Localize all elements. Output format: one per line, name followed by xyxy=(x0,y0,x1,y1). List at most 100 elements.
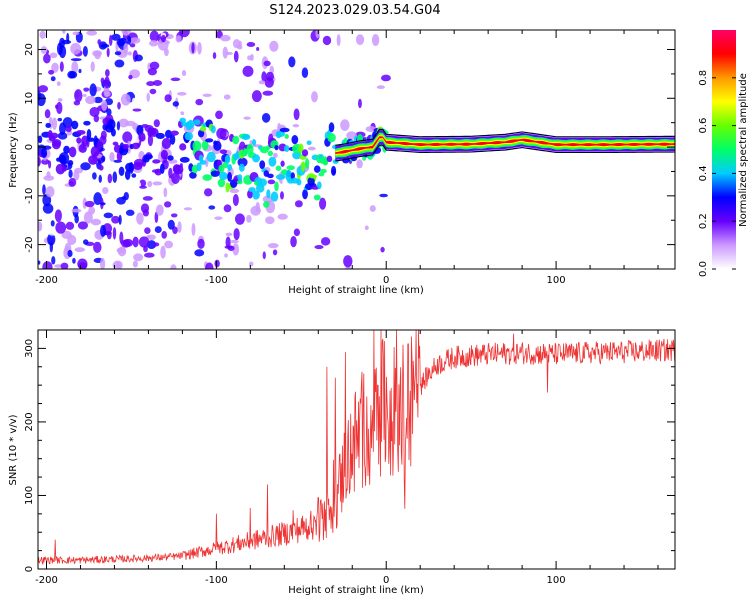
spectrogram-signal-blob xyxy=(227,163,233,171)
spectrogram-noise-blob xyxy=(78,262,88,269)
spectrogram-signal-blob xyxy=(246,143,254,155)
spectrogram-signal-blob xyxy=(143,154,153,160)
snr-ytick-label: 300 xyxy=(24,339,35,358)
spectrogram-noise-blob xyxy=(247,55,253,61)
spectrogram-signal-blob xyxy=(291,135,299,145)
spectrogram-noise-blob xyxy=(116,38,125,47)
spectrogram-noise-blob xyxy=(83,87,90,92)
spectrogram-noise-blob xyxy=(233,228,240,241)
spectrogram-noise-blob xyxy=(181,70,187,77)
spectrogram-signal-blob xyxy=(238,163,245,172)
spectrogram-noise-blob xyxy=(170,264,177,269)
spectrogram-signal-blob xyxy=(101,155,106,162)
snr-frame xyxy=(37,329,676,570)
spectrogram-signal-blob xyxy=(205,138,214,143)
spectrogram-noise-blob xyxy=(364,225,369,230)
spectrogram-noise-blob xyxy=(109,151,115,162)
snr-ticks: -200 -100 0 100 0 100 200 300 xyxy=(24,329,675,586)
spectrogram-noise-blob xyxy=(294,200,303,208)
spectrogram-noise-blob xyxy=(98,174,102,183)
spectrogram-noise-blob xyxy=(82,197,87,209)
spectrogram-signal-blob xyxy=(45,122,51,128)
spectrogram-noise-blob xyxy=(263,60,271,67)
spectrogram-noise-blob xyxy=(108,34,113,46)
spectrogram-signal-blob xyxy=(169,134,176,145)
spectrogram-noise-blob xyxy=(38,221,43,232)
spectrogram-noise-blob xyxy=(202,93,212,97)
spectrogram-signal-blob xyxy=(167,155,174,161)
spectrogram-signal-blob xyxy=(90,146,100,158)
spectrogram-noise-blob xyxy=(146,81,155,87)
spectrogram-noise-blob xyxy=(214,216,223,220)
spectrogram-signal-blob xyxy=(206,151,216,163)
spectrogram-noise-blob xyxy=(261,112,271,123)
spectrogram-noise-blob xyxy=(49,241,54,253)
spectrogram-noise-blob xyxy=(67,249,73,258)
spectrogram-signal-blob xyxy=(81,135,89,147)
spectrogram-noise-blob xyxy=(265,71,275,81)
spectrogram-noise-blob xyxy=(149,88,157,95)
snr-ytick-label: 100 xyxy=(24,486,35,505)
spectrogram-noise-blob xyxy=(72,257,76,264)
spectrogram-noise-blob xyxy=(99,202,106,206)
spectrogram-noise-blob xyxy=(161,230,167,239)
spectrogram-noise-blob xyxy=(147,234,156,240)
spectrogram-signal-blob xyxy=(98,164,104,171)
snr-y-axis-label: SNR (10 * v/v) xyxy=(8,414,19,485)
spectrogram-noise-blob xyxy=(112,260,123,269)
spectrogram-signal-blob xyxy=(227,172,233,182)
spectrogram-signal-blob xyxy=(224,154,231,164)
spectrogram-noise-blob xyxy=(120,93,131,106)
spectrogram-signal-blob xyxy=(252,138,257,146)
spectrogram-signal-blob xyxy=(328,122,335,133)
spectrogram-noise-blob xyxy=(82,45,88,57)
spectrogram-noise-blob xyxy=(50,76,56,82)
spectrogram-noise-blob xyxy=(171,172,180,185)
snr-ytick-label: 200 xyxy=(24,412,35,431)
spectrogram-noise-blob xyxy=(197,41,202,55)
spectrogram-noise-blob xyxy=(222,46,228,59)
spectrogram-noise-blob xyxy=(195,98,204,106)
spectrogram-signal-blob xyxy=(196,162,202,172)
spectrogram-signal-blob xyxy=(252,190,260,200)
spectrogram-noise-blob xyxy=(177,221,182,233)
spectrogram-noise-blob xyxy=(262,251,266,260)
spectrogram-signal-blob xyxy=(62,166,67,172)
spectrogram-noise-blob xyxy=(267,179,276,185)
spectrogram-noise-blob xyxy=(168,167,173,179)
spectrogram-signal-blob xyxy=(331,169,336,175)
spectrogram-noise-blob xyxy=(99,257,106,269)
spectrogram-signal-blob xyxy=(218,164,225,174)
spectrogram-noise-blob xyxy=(164,94,172,103)
spectrogram-signal-blob xyxy=(152,159,161,164)
spectrogram-noise-blob xyxy=(86,30,98,36)
spectrogram-noise-blob xyxy=(223,94,231,100)
spectrogram-signal-blob xyxy=(316,181,322,190)
colorbar-tick-label: 0.0 xyxy=(698,261,709,277)
spectrogram-noise-blob xyxy=(92,50,102,57)
spectrogram-signal-blob xyxy=(133,161,143,171)
spectrogram-noise-blob xyxy=(225,236,231,248)
spectrogram-noise-blob xyxy=(71,208,82,213)
spectrogram-signal-blob xyxy=(51,140,61,150)
spectrogram-signal-blob xyxy=(164,129,172,139)
spectrogram-signal-blob xyxy=(170,130,179,136)
spectrogram-noise-blob xyxy=(54,209,62,223)
spectrogram-signal-blob xyxy=(160,149,168,160)
spectrogram-noise-blob xyxy=(111,33,121,41)
spectrogram-noise-blob xyxy=(144,252,155,258)
spectrogram-noise-blob xyxy=(203,188,213,197)
spectrogram-noise-blob xyxy=(62,30,66,34)
spectrogram-noise-blob xyxy=(315,30,320,39)
spectrogram-noise-blob xyxy=(149,61,160,70)
spectrogram-noise-blob xyxy=(232,38,241,49)
spectrogram-noise-blob xyxy=(116,196,126,205)
spectrogram-signal-blob xyxy=(138,132,146,142)
spectrogram-signal-blob xyxy=(313,165,321,173)
spectrogram-noise-blob xyxy=(265,216,275,225)
spectrogram-signal-blob xyxy=(304,158,310,169)
spectrogram-noise-blob xyxy=(307,146,316,151)
spectrogram-noise-blob xyxy=(102,186,109,195)
spectrogram-signal-blob xyxy=(283,145,290,153)
